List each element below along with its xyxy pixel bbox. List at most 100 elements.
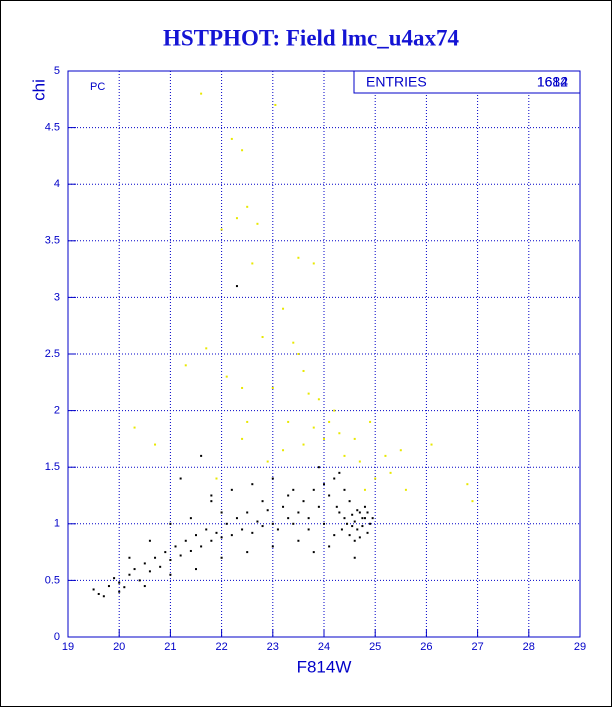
point bbox=[338, 471, 341, 474]
point bbox=[274, 103, 277, 106]
point bbox=[297, 353, 300, 355]
point bbox=[371, 517, 374, 520]
point bbox=[97, 592, 100, 595]
point bbox=[366, 531, 369, 534]
x-tick-label: 20 bbox=[113, 641, 125, 653]
point bbox=[276, 528, 279, 531]
point bbox=[312, 426, 315, 429]
point bbox=[261, 500, 264, 503]
point bbox=[333, 534, 336, 537]
point bbox=[189, 517, 192, 520]
point bbox=[343, 488, 346, 491]
point bbox=[230, 137, 233, 140]
point bbox=[189, 549, 192, 552]
point bbox=[302, 369, 305, 372]
point bbox=[287, 420, 290, 423]
point bbox=[138, 579, 141, 582]
x-tick-label: 19 bbox=[62, 641, 74, 653]
x-tick-label: 24 bbox=[318, 641, 330, 653]
point bbox=[256, 520, 259, 523]
y-tick-label: 2 bbox=[54, 405, 60, 417]
point bbox=[292, 522, 295, 525]
point bbox=[118, 590, 121, 593]
point bbox=[335, 505, 338, 508]
point bbox=[363, 517, 366, 520]
point bbox=[235, 285, 238, 288]
point bbox=[430, 443, 433, 446]
point bbox=[307, 517, 310, 520]
point bbox=[333, 477, 336, 480]
point bbox=[317, 505, 320, 508]
y-tick-label: 1.5 bbox=[45, 461, 60, 473]
point bbox=[154, 443, 157, 446]
point bbox=[358, 536, 361, 539]
point bbox=[169, 573, 172, 576]
stats-value: 1682 bbox=[537, 74, 568, 90]
point bbox=[133, 426, 136, 429]
point bbox=[351, 525, 354, 528]
point bbox=[200, 545, 203, 548]
point bbox=[200, 454, 203, 457]
point bbox=[323, 522, 325, 525]
point bbox=[312, 262, 315, 265]
point bbox=[154, 556, 157, 559]
stats-box bbox=[353, 70, 581, 94]
point bbox=[292, 341, 295, 344]
annotation: PC bbox=[90, 81, 105, 93]
point bbox=[302, 443, 305, 446]
point bbox=[235, 217, 238, 220]
stats-value: 1614 bbox=[537, 74, 568, 90]
point bbox=[220, 511, 223, 514]
point bbox=[118, 581, 121, 584]
point bbox=[282, 505, 285, 508]
point bbox=[133, 568, 136, 571]
point bbox=[235, 517, 238, 520]
x-tick-label: 29 bbox=[574, 641, 586, 653]
y-tick-label: 3.5 bbox=[45, 235, 60, 247]
point bbox=[287, 517, 290, 520]
point bbox=[466, 483, 469, 486]
point bbox=[123, 586, 126, 589]
point bbox=[230, 534, 233, 537]
point bbox=[271, 386, 274, 389]
x-tick-label: 25 bbox=[369, 641, 381, 653]
point bbox=[307, 528, 310, 531]
point bbox=[348, 500, 351, 503]
x-tick-label: 28 bbox=[523, 641, 535, 653]
point bbox=[164, 551, 167, 554]
point bbox=[338, 511, 341, 514]
x-axis-label: F814W bbox=[297, 657, 352, 676]
y-tick-label: 0.5 bbox=[45, 574, 60, 586]
point bbox=[353, 539, 356, 542]
point bbox=[353, 437, 356, 440]
y-tick-label: 2.5 bbox=[45, 348, 60, 360]
point bbox=[389, 471, 392, 474]
y-tick-label: 5 bbox=[54, 65, 60, 77]
stats-label: ENTRIES bbox=[366, 74, 427, 90]
point bbox=[348, 534, 351, 537]
point bbox=[323, 437, 325, 440]
point bbox=[266, 509, 269, 512]
point bbox=[297, 539, 300, 542]
point bbox=[230, 488, 233, 491]
point bbox=[225, 375, 228, 378]
point bbox=[356, 509, 359, 512]
point bbox=[404, 488, 407, 491]
point bbox=[261, 525, 264, 528]
y-tick-label: 3 bbox=[54, 291, 60, 303]
point bbox=[179, 554, 182, 557]
y-tick-label: 4 bbox=[54, 178, 60, 190]
point bbox=[113, 577, 116, 580]
point bbox=[266, 460, 269, 463]
point bbox=[143, 562, 146, 565]
point bbox=[287, 494, 290, 497]
point bbox=[220, 536, 223, 539]
point bbox=[317, 398, 320, 401]
point bbox=[271, 545, 274, 548]
point bbox=[351, 513, 354, 516]
point bbox=[225, 522, 228, 525]
point bbox=[328, 545, 331, 548]
point bbox=[343, 517, 346, 520]
point bbox=[215, 477, 218, 480]
x-tick-label: 26 bbox=[420, 641, 432, 653]
